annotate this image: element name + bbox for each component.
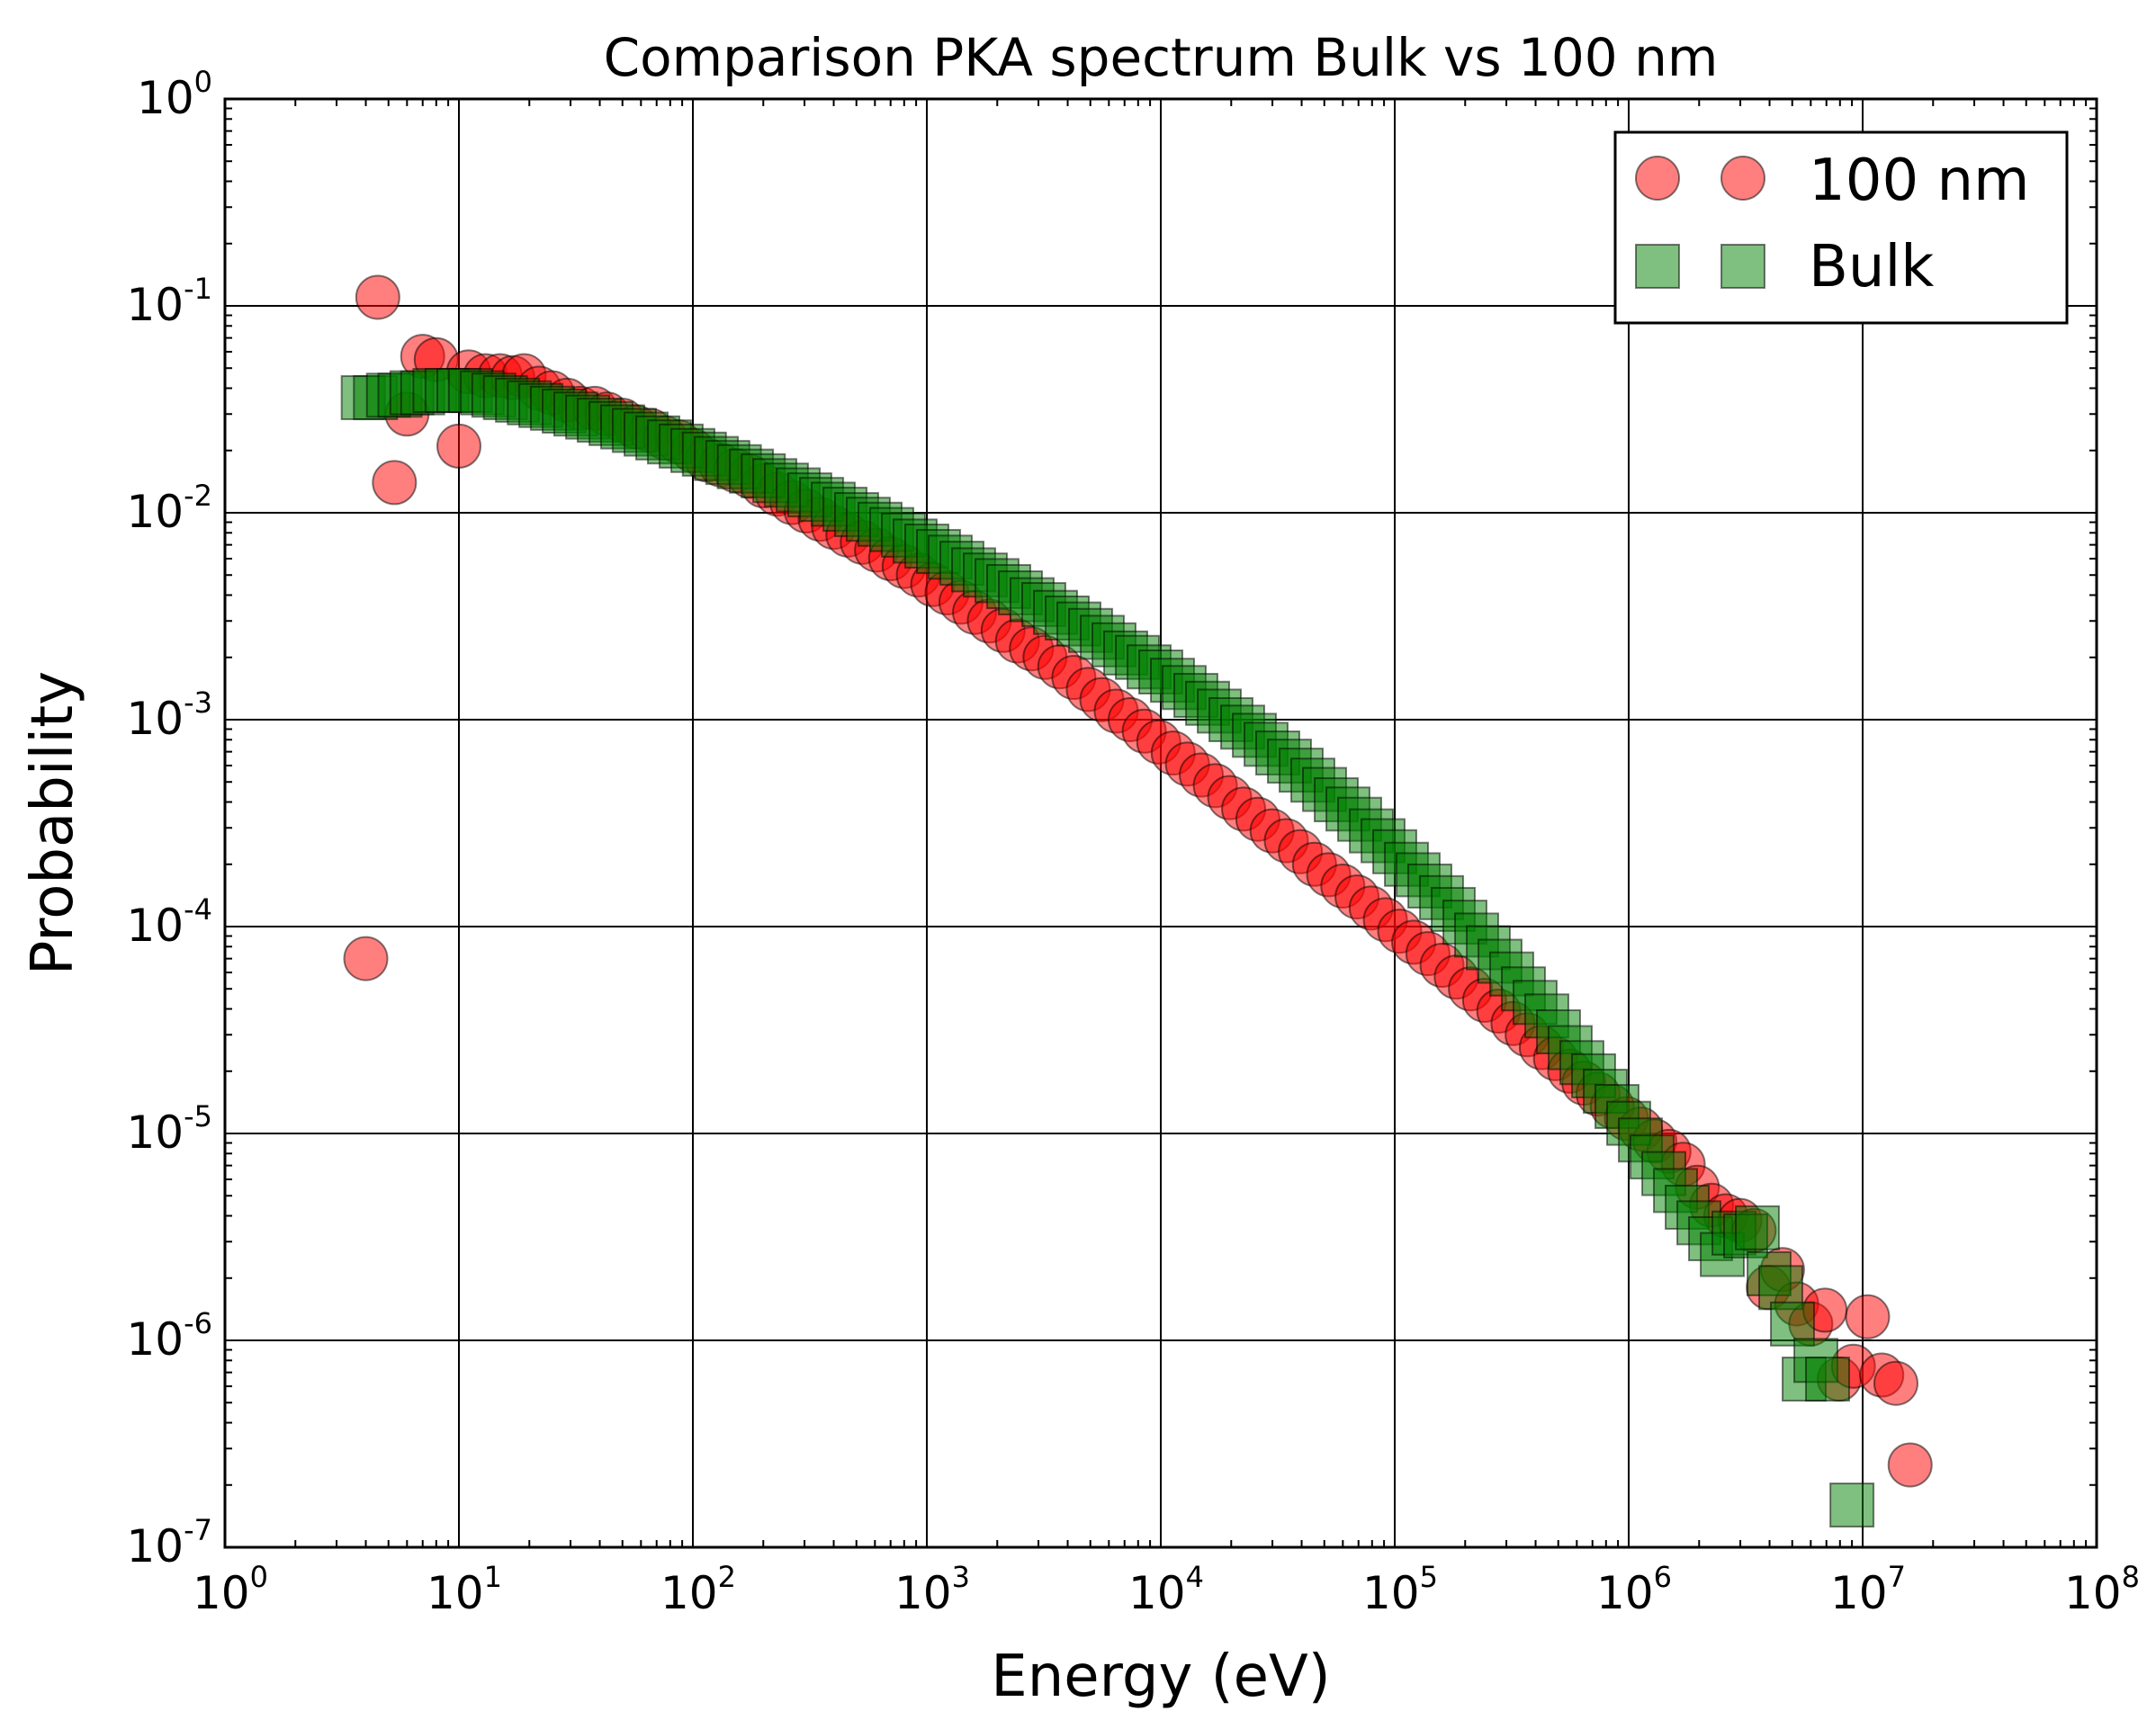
point-100nm (436, 423, 481, 469)
x-tick-label: 105 (1362, 1560, 1438, 1619)
legend-bulk-marker-1 (1635, 244, 1680, 289)
point-bulk (1805, 1357, 1850, 1402)
legend-100nm-marker-2 (1720, 156, 1765, 201)
legend-100nm-marker-1 (1635, 156, 1680, 201)
point-100nm (372, 460, 418, 506)
legend-bulk-marker-2 (1720, 244, 1765, 289)
series-bulk-points (340, 368, 1875, 1528)
legend-100nm-label: 100 nm (1809, 148, 2029, 214)
point-100nm (1845, 1294, 1891, 1339)
x-tick-label: 102 (660, 1560, 736, 1619)
y-axis-label: Probability (20, 671, 86, 975)
point-100nm (355, 274, 400, 320)
legend-bulk-label: Bulk (1809, 234, 1934, 300)
point-100nm (343, 936, 389, 981)
legend: 100 nm Bulk (1613, 130, 2069, 325)
point-100nm (1873, 1360, 1918, 1406)
axis-ticks (224, 98, 2098, 1548)
point-100nm (1887, 1442, 1933, 1488)
x-tick-labels: 100 101 102 103 104 105 106 107 108 (193, 1560, 2140, 1619)
legend-box (1613, 130, 2069, 325)
point-bulk (1829, 1483, 1875, 1528)
point-bulk (1735, 1205, 1780, 1250)
x-axis-label: Energy (eV) (991, 1644, 1331, 1710)
chart-title: Comparison PKA spectrum Bulk vs 100 nm (604, 27, 1719, 88)
